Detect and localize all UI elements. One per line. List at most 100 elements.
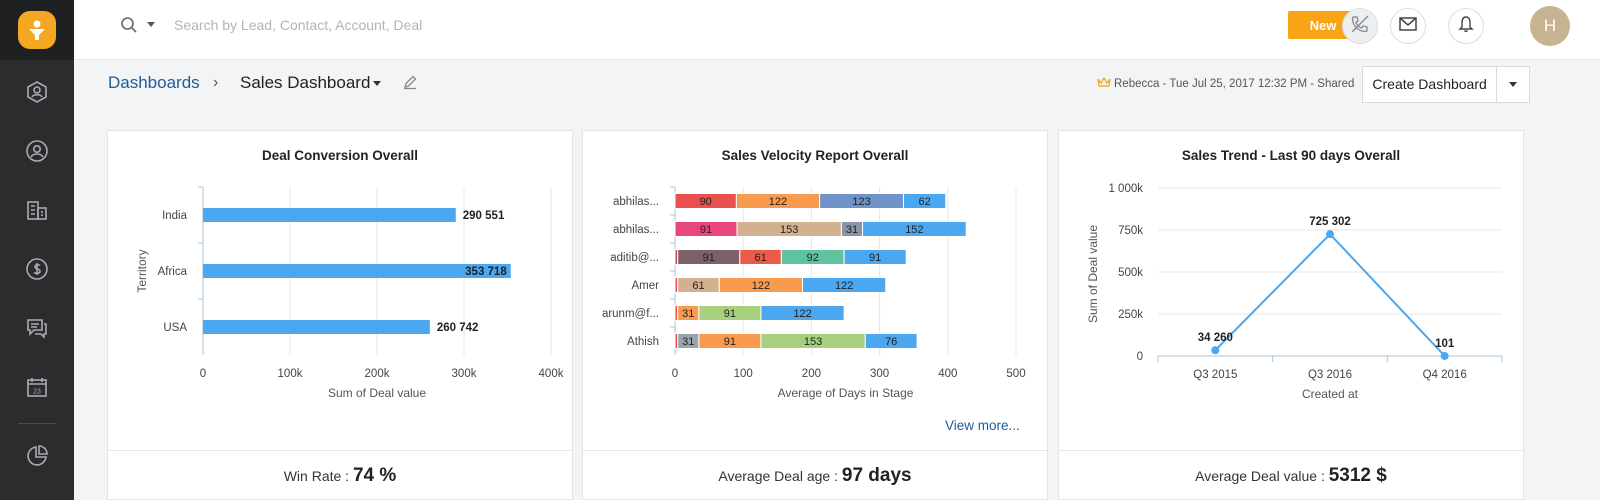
card-footer: Win Rate : 74 % xyxy=(108,450,572,500)
search-input[interactable] xyxy=(174,14,594,36)
page-title[interactable]: Sales Dashboard xyxy=(240,73,371,92)
x-tick-label: Q3 2016 xyxy=(1308,369,1352,381)
data-label: 91 xyxy=(703,252,715,264)
x-tick-label: 0 xyxy=(672,368,678,380)
bar-segment xyxy=(802,277,887,293)
leads-icon[interactable] xyxy=(25,80,49,104)
deal-value-value: 5312 $ xyxy=(1328,465,1387,486)
create-dashboard-dropdown[interactable] xyxy=(1497,67,1529,102)
bar-segment xyxy=(864,333,918,349)
data-label: 260 742 xyxy=(437,322,479,334)
win-rate-label: Win Rate : xyxy=(283,468,353,484)
deal-conversion-card: Deal Conversion Overall 0 100k 200k 300k 400… xyxy=(107,130,573,500)
bar xyxy=(203,264,511,278)
search-module-dropdown[interactable] xyxy=(147,22,155,27)
category-label: USA xyxy=(163,322,187,334)
data-label: 31 xyxy=(682,336,694,348)
notifications-button[interactable] xyxy=(1448,8,1484,44)
data-label: 31 xyxy=(846,224,858,236)
data-label: 62 xyxy=(918,196,930,208)
search-icon[interactable] xyxy=(120,16,138,39)
bar-segment xyxy=(843,249,907,265)
mail-button[interactable] xyxy=(1390,8,1426,44)
x-tick-label: 400 xyxy=(938,368,957,380)
view-more-link[interactable]: View more... xyxy=(945,418,1020,433)
avatar[interactable]: H xyxy=(1530,6,1570,46)
data-label: 91 xyxy=(869,252,881,264)
data-label: 91 xyxy=(724,336,736,348)
data-label: 290 551 xyxy=(463,210,505,222)
x-tick-label: 200 xyxy=(802,368,821,380)
phone-off-icon xyxy=(1350,14,1370,39)
x-tick-label: 300 xyxy=(870,368,889,380)
data-point xyxy=(1211,346,1220,355)
data-label: 34 260 xyxy=(1198,332,1233,344)
data-label: 122 xyxy=(769,196,787,208)
data-label: 92 xyxy=(807,252,819,264)
x-tick-label: 100 xyxy=(734,368,753,380)
sales-velocity-card: Sales Velocity Report Overall 0 100 200 300… xyxy=(582,130,1048,500)
y-axis-title: Sum of Deal value xyxy=(1086,225,1100,323)
feeds-icon[interactable] xyxy=(25,316,49,340)
bell-icon xyxy=(1457,15,1475,38)
x-tick-label: 300k xyxy=(452,368,477,380)
data-label: 122 xyxy=(752,280,770,292)
card-title: Deal Conversion Overall xyxy=(261,148,419,163)
data-label: 101 xyxy=(1435,338,1455,350)
series-line xyxy=(1214,232,1446,357)
y-axis-title: Territory xyxy=(135,249,149,292)
data-point xyxy=(1440,351,1449,360)
sidebar: 23 xyxy=(0,0,74,500)
sales-velocity-chart: 0 100 200 300 400 500 abhilas... 90 122 123 62 abhi… xyxy=(602,186,1026,400)
x-tick-label: 500 xyxy=(1006,368,1025,380)
category-label: Amer xyxy=(632,280,660,292)
card-title: Sales Velocity Report Overall xyxy=(721,148,909,163)
data-label: 90 xyxy=(700,196,712,208)
sales-trend-chart: 0 250k 500k 750k 1 000k 34 260 Q3 2015 725 302 Q… xyxy=(1086,183,1503,401)
sidebar-divider xyxy=(18,423,56,424)
data-label: 725 302 xyxy=(1309,216,1351,228)
category-label: arunm@f... xyxy=(602,308,659,320)
accounts-icon[interactable] xyxy=(25,198,49,222)
breadcrumb-dashboards[interactable]: Dashboards xyxy=(108,73,200,92)
calendar-icon[interactable]: 23 xyxy=(25,375,49,399)
svg-text:23: 23 xyxy=(33,389,41,396)
data-label: 123 xyxy=(852,196,870,208)
data-label: 153 xyxy=(780,224,798,236)
reports-icon[interactable] xyxy=(25,444,49,468)
mail-icon xyxy=(1398,16,1418,37)
card-title: Sales Trend - Last 90 days Overall xyxy=(1181,148,1401,163)
data-label: 122 xyxy=(793,308,811,320)
bar xyxy=(203,208,456,222)
breadcrumb-separator: › xyxy=(213,74,219,91)
edit-pencil-icon[interactable] xyxy=(402,74,418,95)
x-axis-title: Created at xyxy=(1302,387,1359,401)
data-label: 91 xyxy=(700,224,712,236)
telephony-button[interactable] xyxy=(1342,8,1378,44)
logo-area xyxy=(0,0,74,60)
contacts-icon[interactable] xyxy=(25,139,49,163)
category-label: abhilas... xyxy=(613,196,659,208)
create-dashboard-button[interactable]: Create Dashboard xyxy=(1363,67,1498,102)
create-dashboard-split-button: Create Dashboard xyxy=(1362,66,1530,103)
category-label: India xyxy=(162,210,188,222)
category-label: Athish xyxy=(627,336,659,348)
x-tick-label: 400k xyxy=(539,368,564,380)
deal-age-value: 97 days xyxy=(841,465,912,486)
data-label: 76 xyxy=(885,336,897,348)
deals-icon[interactable] xyxy=(25,257,49,281)
crown-icon xyxy=(1097,76,1111,90)
y-tick-label: 500k xyxy=(1118,267,1143,279)
dashboard-meta-text: Rebecca - Tue Jul 25, 2017 12:32 PM - Sh… xyxy=(1114,77,1355,90)
dashboard-switch-dropdown[interactable] xyxy=(373,81,381,86)
card-footer: Average Deal value : 5312 $ xyxy=(1059,450,1523,500)
x-tick-label: 200k xyxy=(365,368,390,380)
category-label: Africa xyxy=(158,266,188,278)
app-logo-icon[interactable] xyxy=(18,11,56,49)
deal-value-label: Average Deal value : xyxy=(1195,468,1329,484)
data-label: 122 xyxy=(835,280,853,292)
dashboard-meta: Rebecca - Tue Jul 25, 2017 12:32 PM - Sh… xyxy=(1097,76,1355,90)
x-tick-label: Q4 2016 xyxy=(1423,369,1467,381)
y-tick-label: 250k xyxy=(1118,309,1143,321)
data-label: 61 xyxy=(692,280,704,292)
